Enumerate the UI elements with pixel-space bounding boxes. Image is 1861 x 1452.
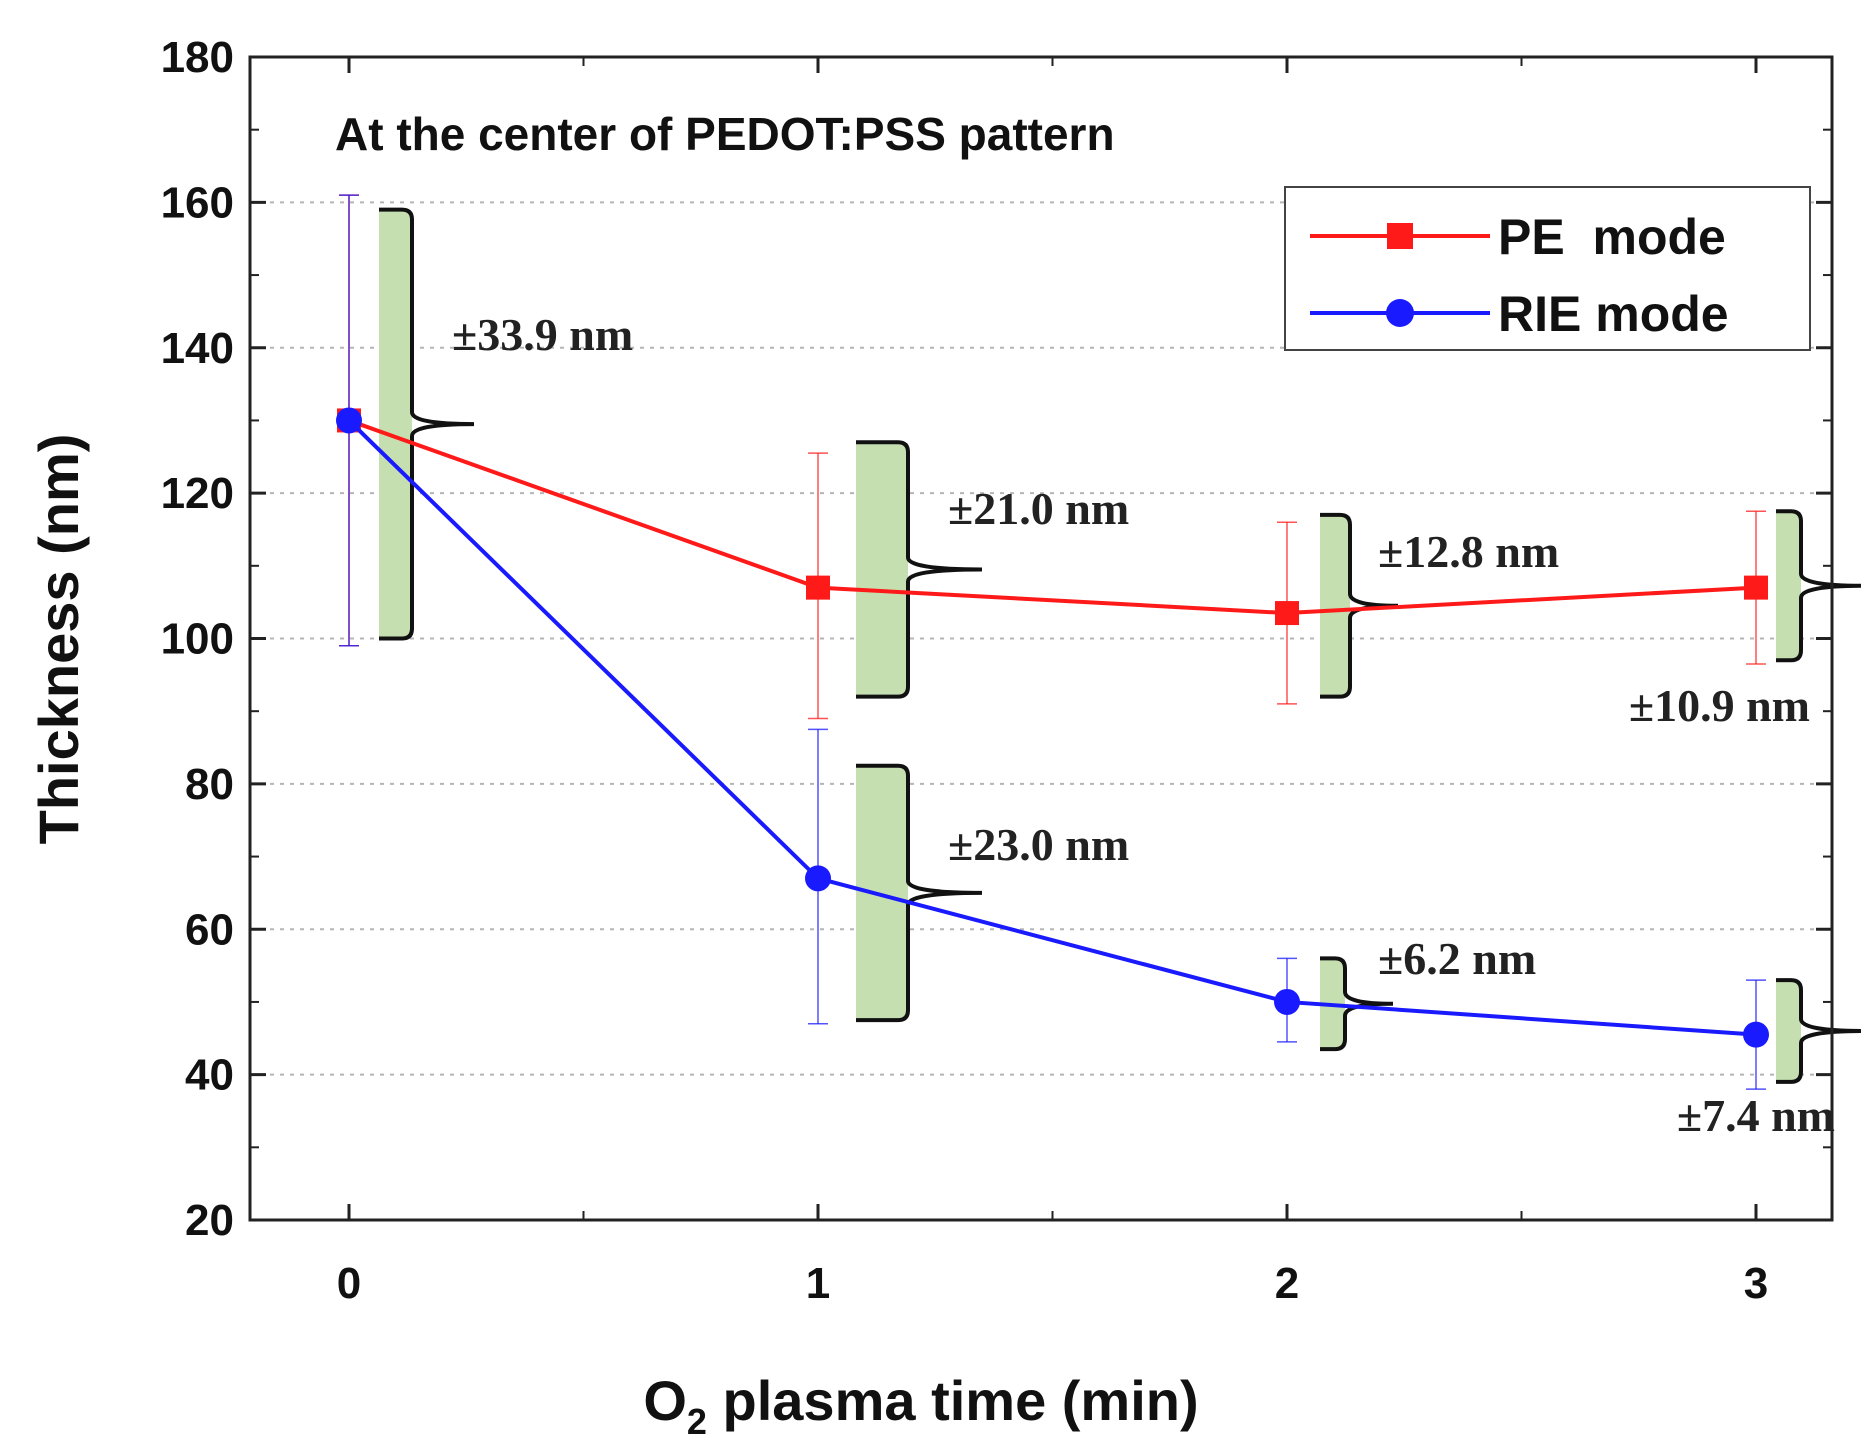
x-axis-title-rest: plasma time (min) [707, 1369, 1199, 1432]
axis-ticks: 20 40 60 80 100 120 140 160 180 0 1 2 3 [161, 33, 1832, 1308]
x-tick-label: 1 [806, 1259, 830, 1308]
series-line [348, 418, 1757, 616]
spread-bracket-fill [856, 442, 908, 697]
grid-lines [250, 201, 1832, 1076]
spread-label: ±12.8 nm [1378, 526, 1559, 577]
spread-label: ±10.9 nm [1629, 680, 1810, 731]
data-point [805, 865, 831, 892]
y-tick-label: 80 [185, 760, 234, 809]
data-point [1275, 601, 1299, 626]
y-tick-label: 60 [185, 905, 234, 954]
data-point [1744, 575, 1768, 600]
legend-marker-pe [1387, 223, 1413, 249]
series-line [347, 419, 1757, 1037]
spread-bracket-fill [1320, 514, 1350, 697]
legend: PE mode RIE mode [1284, 186, 1811, 351]
data-series [336, 194, 1769, 1090]
x-tick-label: 0 [337, 1259, 361, 1308]
legend-label-rie: RIE mode [1498, 286, 1729, 342]
y-axis-title: Thickness (nm) [27, 434, 90, 845]
data-point [1274, 988, 1300, 1015]
y-tick-label: 20 [185, 1196, 234, 1245]
spread-bracket-fill [379, 209, 412, 639]
y-tick-label: 40 [185, 1051, 234, 1100]
spread-label: ±21.0 nm [948, 483, 1129, 534]
spread-label: ±33.9 nm [452, 309, 633, 360]
spread-bracket-fill [1776, 980, 1801, 1082]
spread-bracket-fill [856, 765, 908, 1021]
x-axis-title-subscript: 2 [687, 1401, 707, 1442]
spread-label: ±6.2 nm [1378, 933, 1536, 984]
x-axis-title-main: O [643, 1369, 687, 1432]
spread-label: ±7.4 nm [1677, 1090, 1835, 1141]
data-point [336, 407, 362, 434]
x-tick-label: 3 [1744, 1259, 1768, 1308]
y-tick-label: 120 [161, 469, 234, 518]
y-tick-label: 140 [161, 324, 234, 373]
legend-label-pe: PE mode [1498, 209, 1726, 265]
chart-title: At the center of PEDOT:PSS pattern [335, 108, 1115, 160]
spread-bracket-outline [1776, 978, 1861, 1084]
spread-bracket-outline [1776, 509, 1861, 663]
y-tick-label: 100 [161, 615, 234, 664]
legend-box [1284, 186, 1811, 351]
spread-bracket-outline [856, 440, 983, 699]
x-axis-title: O2 plasma time (min) [643, 1369, 1198, 1442]
legend-marker-rie [1386, 299, 1414, 327]
y-tick-label: 180 [161, 33, 234, 82]
spread-brackets: ±33.9 nm ±21.0 nm ±12.8 nm ±10.9 nm ±23.0 nm… [379, 207, 1861, 1141]
data-point [1743, 1021, 1769, 1048]
data-point [806, 575, 830, 600]
spread-bracket-fill [1776, 511, 1801, 661]
series-rie [336, 194, 1769, 1090]
y-tick-label: 160 [161, 178, 234, 227]
x-tick-label: 2 [1275, 1259, 1299, 1308]
spread-bracket-outline [379, 207, 475, 641]
spread-label: ±23.0 nm [948, 819, 1129, 870]
